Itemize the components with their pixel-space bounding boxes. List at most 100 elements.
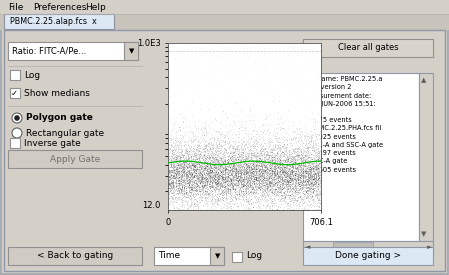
Point [306,192,313,196]
Point [166,186,173,190]
Point [316,148,323,153]
Point [167,208,175,213]
Point [302,166,309,170]
Point [206,151,213,156]
Point [193,182,200,186]
Point [307,137,314,141]
Point [208,184,215,188]
Point [203,189,211,193]
Point [309,52,316,57]
Point [188,137,195,142]
Point [290,161,297,165]
Point [258,153,265,158]
Point [251,184,259,189]
Point [186,155,193,159]
Point [257,157,264,162]
Point [264,168,271,172]
Point [223,180,230,185]
Point [288,45,295,50]
Point [268,138,275,143]
Point [287,165,294,169]
Point [293,165,300,170]
Point [178,202,185,206]
Point [257,91,264,95]
Point [310,164,317,168]
Point [173,166,180,171]
Point [299,202,306,206]
Point [237,163,244,167]
Point [186,175,194,180]
Point [249,160,256,164]
Point [225,130,233,134]
Point [216,168,223,172]
Point [172,158,180,163]
Point [167,208,174,213]
Point [315,166,322,170]
Point [181,208,188,213]
Point [284,161,291,165]
Point [250,192,257,196]
Point [247,175,254,180]
Point [271,154,278,158]
Point [301,134,308,138]
Point [261,51,269,55]
Point [205,147,212,152]
Point [229,182,236,186]
Point [315,76,322,81]
Point [185,183,193,187]
Point [274,172,282,177]
Point [263,149,270,154]
Point [252,138,259,142]
Point [267,147,274,151]
Point [229,144,237,149]
Point [314,144,321,148]
Point [233,178,240,182]
Point [300,164,308,168]
Point [229,153,236,158]
Point [194,45,201,49]
Point [304,178,311,182]
Point [284,178,291,183]
Point [258,179,265,183]
Point [201,185,208,189]
Point [254,151,261,155]
Point [238,182,245,186]
Point [189,137,196,142]
Point [240,165,247,169]
Point [180,84,188,89]
Point [256,169,263,173]
Point [271,153,278,158]
Point [310,182,317,186]
Point [300,157,308,162]
Point [238,177,245,181]
Point [176,175,183,180]
Point [252,178,260,182]
Point [235,192,242,196]
Point [261,177,269,182]
Point [245,155,252,160]
Point [187,53,194,58]
Point [185,162,192,167]
Point [265,144,272,148]
Point [182,186,189,191]
Point [209,175,216,179]
Point [258,182,265,187]
Point [237,180,244,185]
Point [312,165,319,170]
Point [258,179,265,184]
Point [307,178,314,183]
Point [266,175,273,179]
Point [233,175,241,180]
Point [194,161,201,165]
Point [242,174,250,178]
Point [292,157,299,162]
Point [228,197,235,202]
Point [170,185,177,189]
Point [205,181,212,185]
Point [201,126,208,130]
Point [190,168,197,173]
Point [170,183,177,187]
Point [171,138,178,142]
Point [227,167,234,172]
Point [207,165,214,169]
